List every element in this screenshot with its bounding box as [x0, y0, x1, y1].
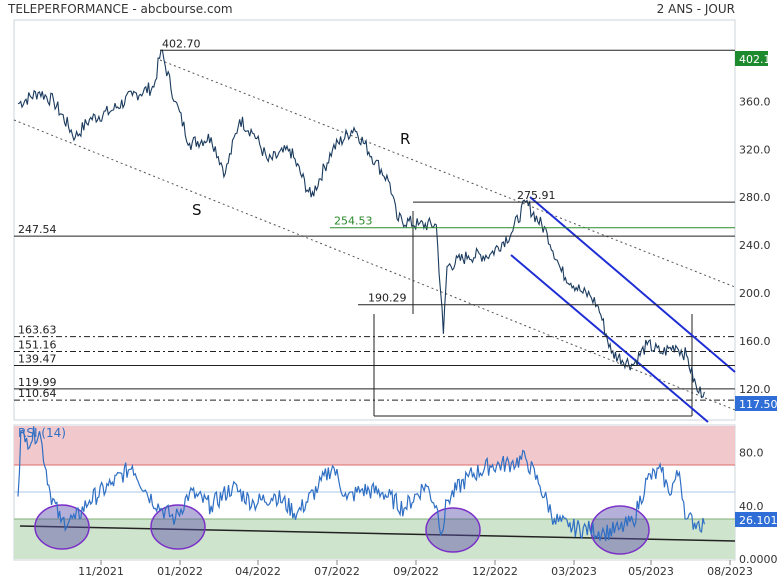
y-tick-label: 360.0 [739, 95, 771, 108]
rsi-y-axis: 80.0 40.0 0.0000 [739, 447, 778, 566]
level-label: 190.29 [368, 292, 407, 305]
y-tick-label: 120.0 [739, 383, 771, 396]
blue-channel-upper [529, 196, 736, 373]
chart-title: TELEPERFORMANCE - abcbourse.com [7, 2, 233, 16]
rsi-y-tick-label: 80.0 [739, 447, 764, 460]
price-series-line [17, 49, 705, 399]
x-axis: 11/2021 01/2022 04/2022 07/2022 09/2022 12/20… [78, 560, 753, 578]
x-tick-label: 09/2022 [393, 565, 439, 578]
x-tick-label: 12/2022 [472, 565, 518, 578]
level-label: 110.64 [18, 387, 57, 400]
rsi-title: RSI (14) [18, 426, 66, 440]
rsi-low-ellipse [590, 505, 650, 555]
level-label: 275.91 [517, 189, 556, 202]
x-tick-label: 04/2022 [235, 565, 281, 578]
y-tick-label: 240.0 [739, 239, 771, 252]
rsi-low-ellipse [34, 504, 90, 550]
last-price-label: 117.50 [739, 398, 778, 411]
level-label: 119.99 [18, 376, 57, 389]
last-price-badge [735, 396, 777, 411]
chart-period: 2 ANS - JOUR [657, 2, 735, 16]
x-tick-label: 08/2023 [707, 565, 753, 578]
blue-channel-lower [510, 254, 709, 423]
level-label: 163.63 [18, 324, 57, 337]
last-rsi-badge [735, 512, 777, 527]
y-tick-label: 200.0 [739, 287, 771, 300]
rsi-y-tick-label: 40.0 [739, 500, 764, 513]
x-tick-label: 05/2023 [628, 565, 674, 578]
y-tick-label: 280.0 [739, 191, 771, 204]
price-panel-frame [13, 19, 736, 421]
rsi-series-line [17, 426, 705, 542]
support-annotation: S [192, 201, 202, 219]
price-y-axis: 360.0 320.0 280.0 240.0 200.0 160.0 120.0 [739, 95, 771, 396]
rsi-low-ellipse [425, 507, 481, 553]
x-tick-label: 07/2022 [314, 565, 360, 578]
x-tick-label: 01/2022 [157, 565, 203, 578]
x-tick-label: 11/2021 [78, 565, 124, 578]
resistance-annotation: R [400, 130, 410, 148]
resistance-channel-line [159, 59, 736, 288]
top-marker-badge [735, 51, 768, 66]
rsi-y-tick-label: 0.0000 [739, 553, 778, 566]
level-lines: 402.70 275.91 254.53 247.54 190.29 163.63 151.… [14, 37, 735, 401]
rsi-overbought-zone [14, 426, 735, 465]
level-label: 139.47 [18, 353, 57, 366]
y-tick-label: 160.0 [739, 335, 771, 348]
top-marker-label: 402.1 [739, 53, 771, 66]
level-label: 402.70 [162, 37, 201, 50]
x-tick-label: 03/2023 [551, 565, 597, 578]
rsi-trendline [19, 525, 736, 542]
level-label: 254.53 [334, 215, 373, 228]
last-rsi-label: 26.101 [739, 514, 778, 527]
y-tick-label: 320.0 [739, 143, 771, 156]
level-label: 247.54 [18, 223, 57, 236]
level-label: 151.16 [18, 339, 57, 352]
